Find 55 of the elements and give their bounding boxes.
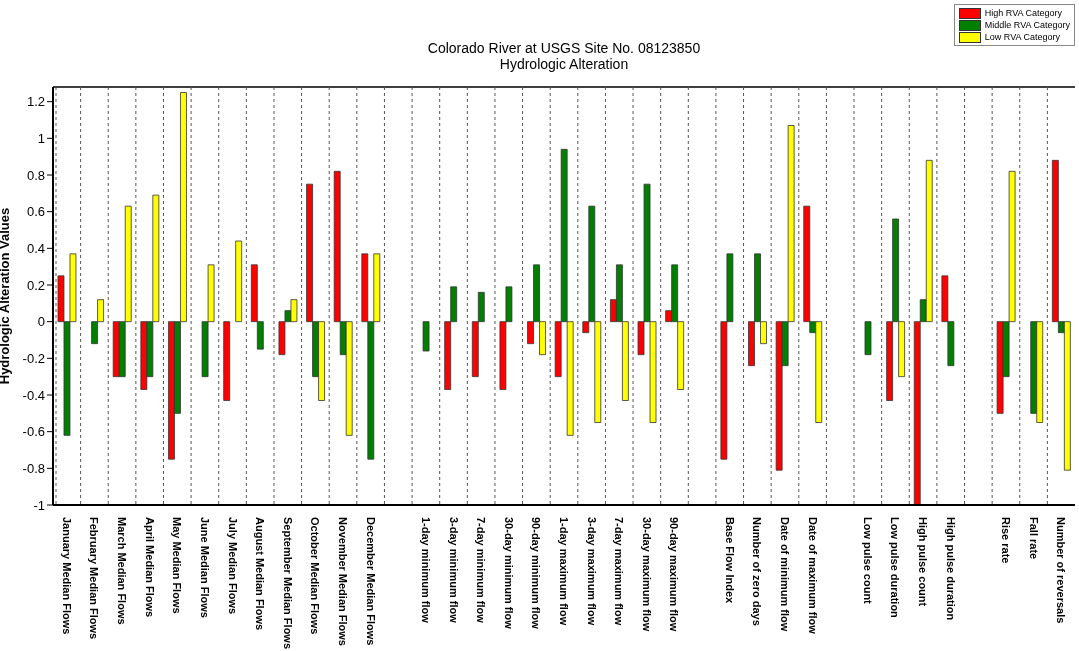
y-tick-label: 0.2 [26,277,45,293]
x-tick-label: June Median Flows [198,517,211,618]
x-tick-label: Number of zero days [751,517,764,626]
x-tick-label: 7-day minimum flow [475,517,488,624]
x-tick-label: January Median Flows [60,517,73,635]
y-tick-label: 0.8 [26,167,45,183]
x-tick-label: 90-day maximum flow [668,517,681,632]
y-axis-title: Hydrologic Alteration Values [0,207,12,385]
x-tick-label: May Median Flows [171,517,184,614]
y-tick-label: -0.2 [22,350,45,366]
x-tick-label: April Median Flows [143,517,156,618]
bar [422,321,430,352]
y-tick-label: 1 [37,130,45,146]
x-tick-label: 1-day maximum flow [558,517,570,626]
y-tick-label: -0.6 [22,424,45,440]
x-tick-label: High pulse count [917,517,930,607]
bar [864,321,872,356]
x-tick-label: 7-day maximum flow [613,517,626,626]
x-tick-label: Date of maximum flow [806,517,819,635]
y-tick-label: 0.4 [26,240,45,256]
y-tick-label: 0.6 [26,204,45,220]
y-tick-label: -0.8 [22,460,45,476]
y-tick-label: 0 [37,314,45,330]
x-tick-label: Number of reversals [1055,517,1068,624]
y-tick-label: -0.4 [22,387,45,403]
x-tick-label: 90-day minimum flow [530,517,543,630]
chart-title: Colorado River at USGS Site No. 08123850 [427,40,701,56]
legend-label: High RVA Category [984,8,1062,18]
y-tick-label: -1 [33,497,45,513]
x-tick-label: 30-day minimum flow [502,517,515,630]
legend-label: Middle RVA Category [984,20,1070,30]
chart-subtitle: Hydrologic Alteration [498,56,630,72]
x-tick-label: September Median Flows [281,517,294,650]
x-tick-label: Low pulse count [861,517,874,605]
x-tick-label: Low pulse duration [889,517,902,619]
x-tick-label: August Median Flows [254,517,267,631]
x-tick-label: Base Flow Index [723,517,736,605]
legend-label: Low RVA Category [984,32,1060,42]
x-tick-label: December Median Flows [364,517,377,646]
x-tick-label: October Median Flows [309,517,322,635]
x-tick-label: July Median Flows [226,517,239,615]
x-tick-label: November Median Flows [337,517,350,646]
x-tick-label: March Median Flows [116,517,129,625]
x-tick-label: Fall rate [1027,517,1040,560]
bar [235,240,243,323]
x-tick-label: 1-day minimum flow [419,517,432,624]
x-tick-label: February Median Flows [88,517,101,640]
x-tick-label: Rise rate [999,517,1012,564]
x-tick-label: 30-day maximum flow [640,517,653,632]
x-tick-label: Date of minimum flow [778,517,791,632]
bar [223,321,231,401]
x-tick-label: 3-day maximum flow [585,517,598,626]
y-tick-label: 1.2 [26,94,45,110]
x-tick-label: 3-day minimum flow [447,517,460,624]
x-tick-label: High pulse duration [944,517,957,621]
